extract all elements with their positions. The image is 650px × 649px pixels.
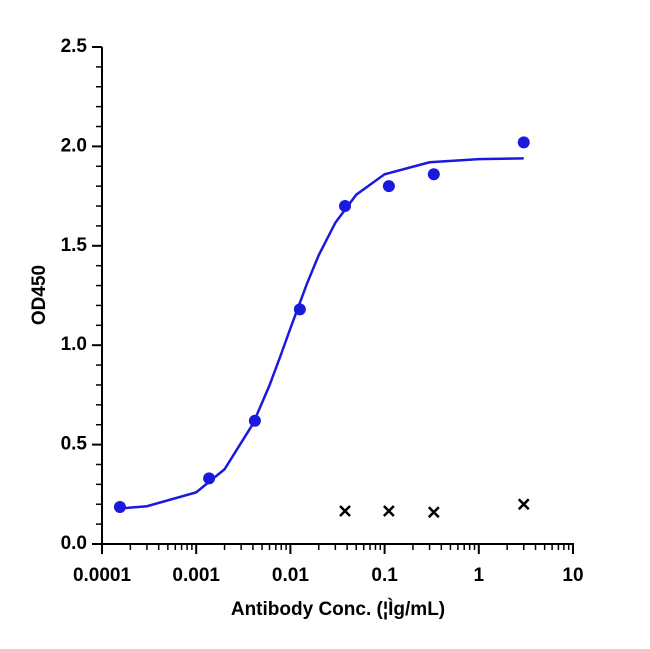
data-point <box>293 303 306 316</box>
y-tick-label: 1.0 <box>61 334 87 355</box>
x-tick-label: 0.01 <box>272 565 309 586</box>
x-axis-label: Antibody Conc. (¦Ìg/mL) <box>231 598 445 620</box>
control-point <box>382 505 395 517</box>
control-point <box>517 498 530 511</box>
data-point <box>382 180 395 193</box>
data-point <box>203 472 216 485</box>
y-tick-label: 1.5 <box>61 235 88 256</box>
data-point <box>517 136 530 149</box>
data-point <box>248 414 261 427</box>
x-tick-label: 0.1 <box>371 565 398 586</box>
data-point <box>113 501 126 514</box>
x-tick-label: 0.001 <box>172 565 220 586</box>
x-tick-label: 10 <box>562 565 583 586</box>
y-tick-label: 0.0 <box>61 533 87 554</box>
fit-curve <box>121 157 524 510</box>
control-point <box>339 505 351 517</box>
y-tick-label: 2.5 <box>61 36 88 57</box>
control-point <box>427 506 440 519</box>
y-axis-label: OD450 <box>29 265 50 325</box>
y-tick-label: 0.5 <box>61 434 88 455</box>
data-point <box>339 200 352 213</box>
x-tick-label: 1 <box>474 565 485 586</box>
x-tick-label: 0.0001 <box>73 565 132 586</box>
data-point <box>427 168 440 181</box>
y-tick-label: 2.0 <box>61 135 87 156</box>
